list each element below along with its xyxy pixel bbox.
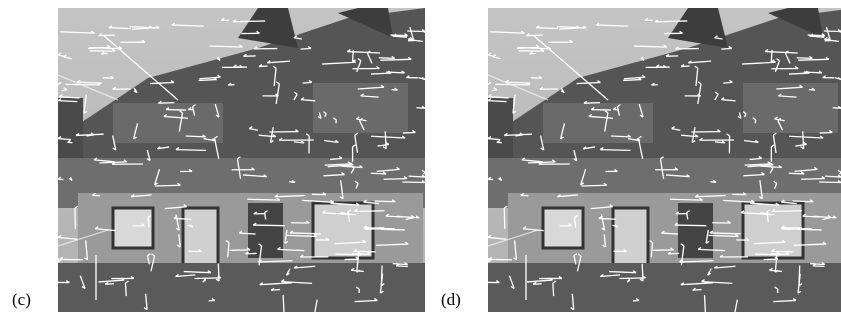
vector — [581, 185, 606, 186]
photo-d — [488, 8, 841, 312]
vector — [623, 80, 641, 81]
vector — [710, 233, 741, 234]
panel-label: (d) — [441, 290, 461, 310]
vector — [199, 80, 217, 81]
vector — [670, 199, 703, 200]
vector — [755, 254, 781, 255]
vector — [393, 36, 403, 37]
vector — [381, 229, 405, 230]
figure: (c) (d) — [0, 0, 841, 320]
vector — [109, 28, 131, 29]
vector — [813, 266, 825, 267]
vector — [155, 185, 180, 186]
vector — [75, 208, 76, 229]
vector — [799, 265, 800, 285]
vector — [403, 132, 416, 133]
vector — [99, 35, 115, 36]
vector — [158, 103, 174, 104]
vector — [801, 179, 825, 180]
vector — [803, 216, 820, 217]
vector — [798, 59, 829, 60]
photo-c — [58, 8, 425, 312]
vector — [384, 179, 408, 180]
vector — [402, 182, 425, 183]
vector — [371, 173, 386, 174]
vector — [379, 58, 395, 59]
vector — [819, 182, 841, 183]
vector — [793, 201, 813, 202]
vector — [536, 28, 558, 29]
vector — [504, 208, 505, 229]
vector — [619, 278, 645, 279]
vector — [336, 254, 362, 255]
vector — [253, 225, 285, 226]
vector — [599, 218, 616, 219]
vector — [798, 229, 822, 230]
vector — [290, 233, 321, 234]
vector — [723, 82, 732, 83]
vector — [772, 211, 802, 212]
vector — [386, 216, 403, 217]
vector — [721, 48, 732, 49]
vector — [354, 211, 384, 212]
vector — [380, 59, 411, 60]
vector — [771, 50, 772, 62]
vector — [195, 278, 221, 279]
vector — [303, 82, 312, 83]
vector — [125, 283, 126, 296]
vector — [820, 132, 833, 133]
vector — [810, 36, 820, 37]
vector — [803, 131, 804, 148]
vector — [600, 150, 630, 151]
vector — [655, 21, 687, 22]
vector — [611, 136, 631, 137]
vector — [797, 58, 813, 59]
panel-label: (c) — [12, 290, 31, 310]
vector — [675, 225, 707, 226]
vector — [247, 199, 280, 200]
vector — [789, 173, 804, 174]
vector — [553, 283, 554, 296]
vector — [186, 136, 206, 137]
vector — [233, 21, 265, 22]
vector — [301, 48, 312, 49]
photo-figure — [0, 0, 841, 320]
vector — [584, 103, 600, 104]
vector — [381, 265, 382, 285]
vector — [375, 201, 395, 202]
vector — [385, 131, 386, 148]
vector — [396, 266, 408, 267]
vector — [176, 150, 206, 151]
